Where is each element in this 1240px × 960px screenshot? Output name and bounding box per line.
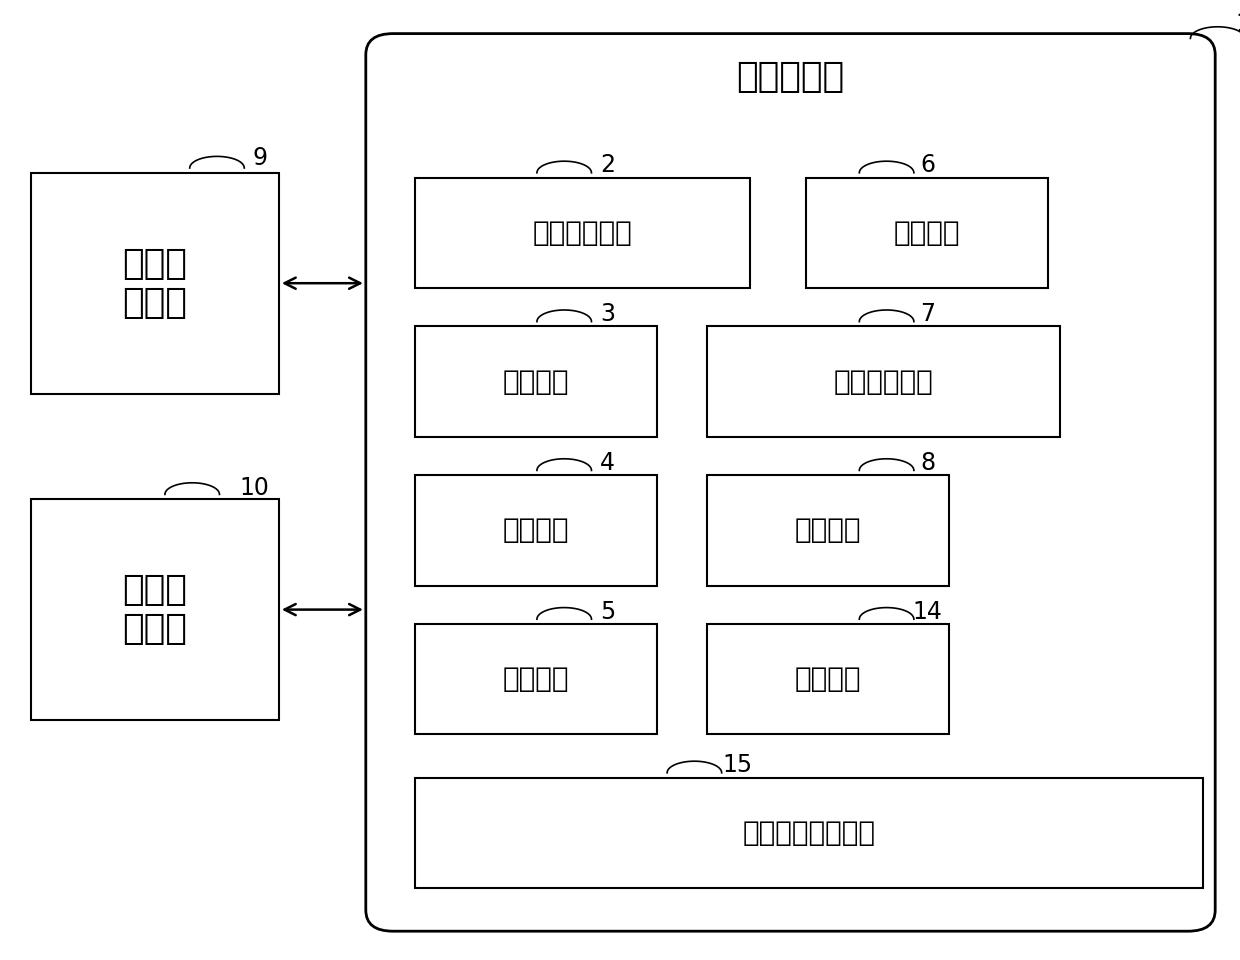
FancyBboxPatch shape xyxy=(366,34,1215,931)
Text: 远程视频控制模块: 远程视频控制模块 xyxy=(743,819,875,847)
Text: 机房监
控系统: 机房监 控系统 xyxy=(123,573,187,646)
Text: 联动模块: 联动模块 xyxy=(795,516,861,544)
Text: 5: 5 xyxy=(600,599,615,624)
Bar xyxy=(707,624,949,734)
Text: 9: 9 xyxy=(253,147,268,171)
Bar xyxy=(31,499,279,720)
Text: 跳转模块: 跳转模块 xyxy=(795,665,861,693)
Text: 标识模块: 标识模块 xyxy=(503,516,569,544)
Text: 14: 14 xyxy=(913,599,942,624)
Bar xyxy=(806,178,1048,288)
Bar xyxy=(415,778,1203,888)
Text: 3: 3 xyxy=(600,301,615,325)
Bar xyxy=(415,178,750,288)
Bar xyxy=(415,326,657,437)
Text: 8: 8 xyxy=(920,451,935,474)
Bar xyxy=(415,475,657,586)
Bar xyxy=(707,475,949,586)
Text: 15: 15 xyxy=(723,753,753,778)
Text: 三维构建模块: 三维构建模块 xyxy=(533,219,632,247)
Text: 综合管理器: 综合管理器 xyxy=(737,60,844,94)
Bar xyxy=(415,624,657,734)
Text: 1: 1 xyxy=(1235,12,1240,36)
Text: 定位模块: 定位模块 xyxy=(894,219,960,247)
Text: 4: 4 xyxy=(600,451,615,474)
Text: 连接模块: 连接模块 xyxy=(503,368,569,396)
Bar xyxy=(707,326,1060,437)
Text: 10: 10 xyxy=(239,476,269,499)
Text: 6: 6 xyxy=(920,153,935,177)
Text: 2: 2 xyxy=(600,153,615,177)
Text: 判断模块: 判断模块 xyxy=(503,665,569,693)
Bar xyxy=(31,173,279,394)
Text: 7: 7 xyxy=(920,301,935,325)
Text: 警告提示模块: 警告提示模块 xyxy=(833,368,934,396)
Text: 视频监
控系统: 视频监 控系统 xyxy=(123,247,187,320)
